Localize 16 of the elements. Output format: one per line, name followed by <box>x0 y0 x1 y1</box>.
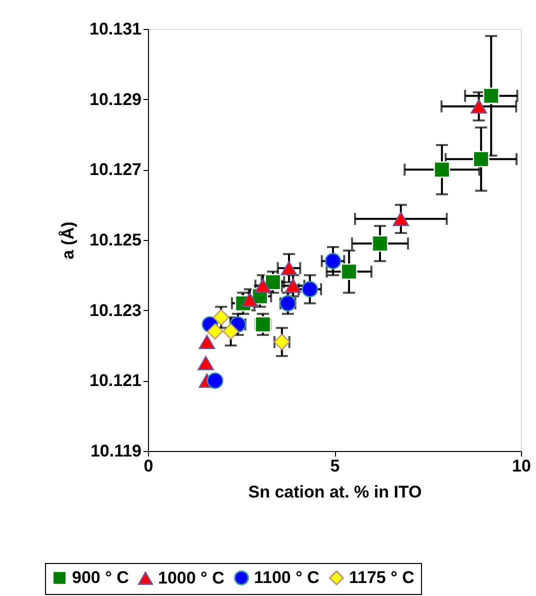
x-axis-title: Sn cation at. % in ITO <box>248 482 422 502</box>
legend-label: 1000 ° C <box>158 568 224 588</box>
y-tick-label: 10.119 <box>90 442 142 460</box>
y-tick-label: 10.131 <box>90 20 142 38</box>
legend-label: 1175 ° C <box>349 568 414 587</box>
y-tick-label: 10.123 <box>90 300 142 320</box>
y-tick-label: 10.121 <box>90 371 142 390</box>
x-tick-label: 0 <box>144 456 154 476</box>
y-tick-label: 10.127 <box>90 160 142 180</box>
y-tick-label: 10.129 <box>90 90 142 109</box>
x-tick-label: 5 <box>330 456 340 476</box>
x-tick-label: 10 <box>512 456 531 476</box>
y-axis-title: a (Å) <box>58 222 78 260</box>
legend-label: 1100 ° C <box>254 568 320 587</box>
legend-label: 900 ° C <box>72 568 129 587</box>
y-tick-label: 10.125 <box>90 230 142 250</box>
